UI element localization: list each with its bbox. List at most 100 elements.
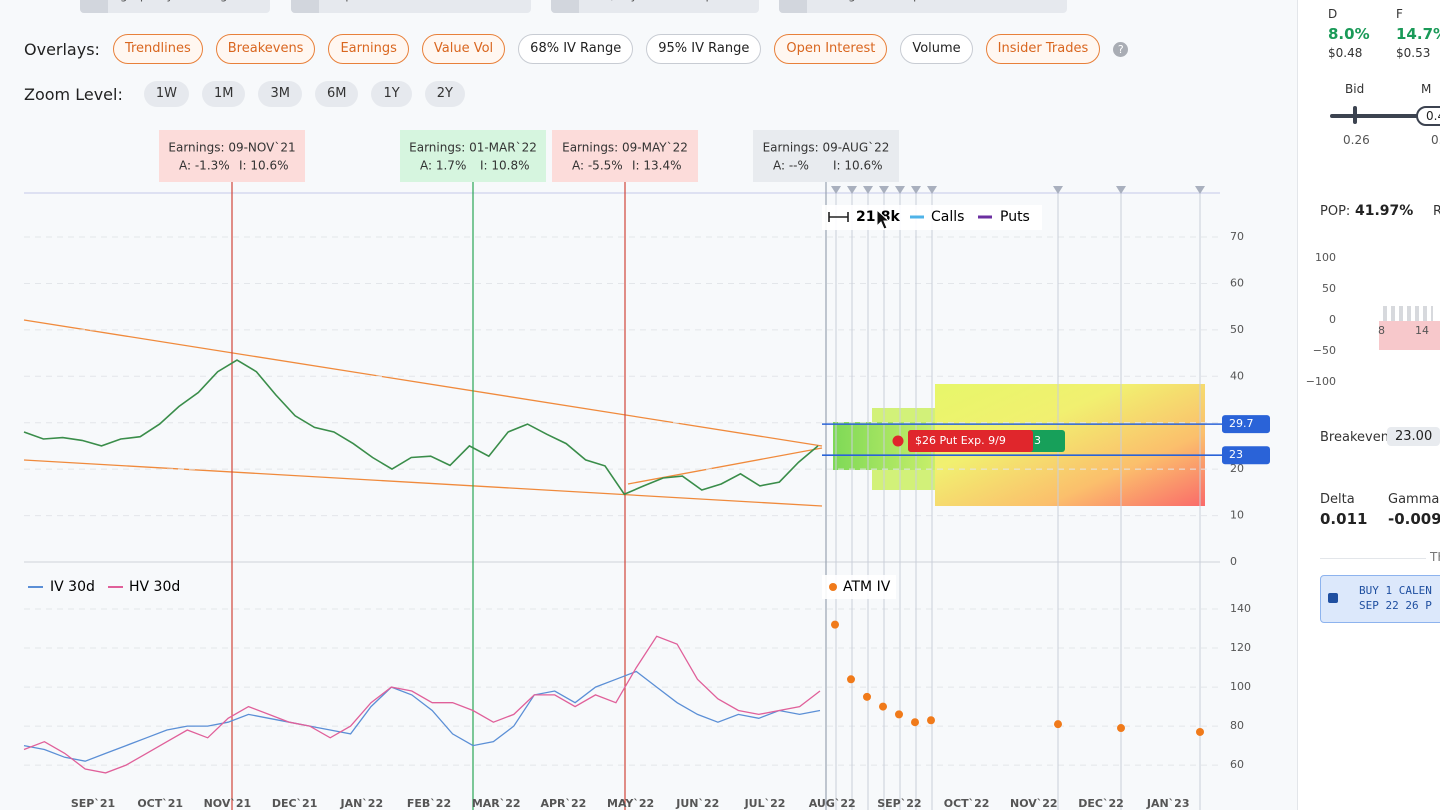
- bid-label: Bid: [1345, 82, 1365, 96]
- earnings-implied: I: 10.6%: [833, 159, 883, 173]
- y-tick-label: 20: [1230, 462, 1244, 475]
- x-tick-label: DEC`21: [272, 797, 318, 810]
- leg-price: $0.53: [1396, 46, 1431, 60]
- x-tick-label: JUN`22: [675, 797, 719, 810]
- expiration-marker: [1053, 186, 1063, 194]
- earnings-title: Earnings: 09-NOV`21: [168, 141, 295, 155]
- x-tick-label: AUG`22: [809, 797, 856, 810]
- pl-y-tick: 50: [1322, 282, 1336, 295]
- order-line: SEP 22 26 P: [1359, 599, 1432, 612]
- breakeven-value: 23.00: [1387, 427, 1440, 446]
- x-tick-label: JAN`23: [1146, 797, 1190, 810]
- earnings-title: Earnings: 09-MAY`22: [562, 141, 688, 155]
- overlay-row: Overlays: Trendlines Breakevens Earnings Va…: [24, 34, 1129, 64]
- hint: sell/buy the call or put.: [551, 0, 759, 13]
- hint: expiration to see more details.: [291, 0, 531, 13]
- legend-label: ATM IV: [843, 579, 891, 595]
- put-tag-label: $26 Put Exp. 9/9: [915, 434, 1006, 447]
- breakeven-label: Breakeven:: [1320, 430, 1394, 445]
- earnings-actual: A: -5.5%: [572, 159, 623, 173]
- overlay-button[interactable]: Value Vol: [421, 34, 506, 64]
- r-label: R: [1433, 204, 1440, 219]
- trendline: [627, 447, 823, 485]
- hint-icon: [551, 0, 579, 13]
- cursor: [876, 208, 891, 230]
- bid-value: 0.26: [1343, 133, 1370, 147]
- x-tick-label: FEB`22: [407, 797, 451, 810]
- earnings-actual: A: --%: [773, 159, 809, 173]
- pl-y-tick: −100: [1305, 375, 1336, 388]
- side-panel: D 8.0% $0.48 F 14.7% $0.53 Bid M 0.4 0.26 0.4 POP: 4…: [1297, 0, 1440, 810]
- zoom-button[interactable]: 3M: [258, 81, 302, 107]
- trendline: [23, 459, 823, 507]
- legend-calls: Calls: [931, 209, 964, 225]
- x-tick-label: OCT`22: [944, 797, 990, 810]
- earnings-implied: I: 13.4%: [632, 159, 682, 173]
- overlay-button[interactable]: Insider Trades: [985, 34, 1101, 64]
- zoom-button[interactable]: 6M: [314, 81, 359, 107]
- greek-name: Gamma: [1388, 492, 1440, 507]
- x-tick-label: MAR`22: [472, 797, 521, 810]
- help-icon: ?: [1113, 41, 1129, 57]
- mid-label: M: [1421, 82, 1432, 96]
- y-tick-label: 120: [1230, 641, 1251, 654]
- expiration-marker: [1195, 186, 1205, 194]
- earnings-box: [753, 130, 899, 182]
- y-tick-label: 40: [1230, 369, 1244, 382]
- overlay-button[interactable]: Breakevens: [215, 34, 316, 64]
- greek-value: 0.011: [1320, 510, 1368, 528]
- legend-bg: [822, 205, 1042, 230]
- x-tick-label: MAY`22: [607, 797, 654, 810]
- trade-tag-label: 3: [1034, 434, 1041, 447]
- earnings-box: [552, 130, 698, 182]
- expiration-marker: [831, 186, 841, 194]
- hint-icon: [80, 0, 108, 13]
- overlay-button[interactable]: 95% IV Range: [646, 34, 762, 64]
- greek-name: Delta: [1320, 492, 1355, 507]
- mid-box: 0.4: [1416, 106, 1440, 126]
- expiration-marker: [847, 186, 857, 194]
- legend-label: HV 30d: [129, 579, 180, 595]
- leg-name: D: [1328, 7, 1338, 21]
- y-tick-label: 60: [1230, 758, 1244, 771]
- hint-text: graph by scrolling.: [120, 0, 231, 2]
- earnings-title: Earnings: 09-AUG`22: [763, 141, 890, 155]
- atm-iv-point: [863, 692, 871, 701]
- zoom-button[interactable]: 1M: [201, 81, 246, 107]
- overlay-button[interactable]: Earnings: [328, 34, 409, 64]
- atm-iv-point: [911, 718, 919, 727]
- expiration-marker: [863, 186, 873, 194]
- hint: change their expiration and strike.: [779, 0, 1067, 13]
- zoom-button[interactable]: 1W: [143, 81, 189, 107]
- atm-iv-point: [1117, 724, 1125, 733]
- section-title: TH: [1426, 550, 1440, 564]
- x-tick-label: NOV`21: [204, 797, 252, 810]
- overlay-button[interactable]: 68% IV Range: [518, 34, 634, 64]
- y-tick-label: 140: [1230, 602, 1251, 615]
- x-tick-label: SEP`21: [71, 797, 115, 810]
- overlay-button[interactable]: Volume: [900, 34, 973, 64]
- x-tick-label: SEP`22: [877, 797, 921, 810]
- pl-bars: [1383, 306, 1433, 321]
- expiration-marker: [927, 186, 937, 194]
- price-level-label: 29.7: [1229, 417, 1254, 430]
- expiration-marker: [1116, 186, 1126, 194]
- zoom-button[interactable]: 1Y: [371, 81, 412, 107]
- overlay-button[interactable]: Trendlines: [112, 34, 203, 64]
- legend-label: IV 30d: [50, 579, 95, 595]
- earnings-box: [159, 130, 305, 182]
- hint-text: change their expiration and strike.: [819, 0, 1026, 2]
- y-tick-label: 60: [1230, 276, 1244, 289]
- overlay-button[interactable]: Open Interest: [774, 34, 888, 64]
- earnings-box: [400, 130, 546, 182]
- atm-iv-point: [1196, 727, 1204, 736]
- greek-value: -0.009: [1388, 510, 1440, 528]
- pl-x-tick: 14: [1415, 324, 1429, 337]
- earnings-title: Earnings: 01-MAR`22: [409, 141, 537, 155]
- zoom-button[interactable]: 2Y: [424, 81, 465, 107]
- x-tick-label: APR`22: [540, 797, 586, 810]
- earnings-actual: A: -1.3%: [179, 159, 230, 173]
- hint-text: sell/buy the call or put.: [591, 0, 729, 2]
- expiration-marker: [911, 186, 921, 194]
